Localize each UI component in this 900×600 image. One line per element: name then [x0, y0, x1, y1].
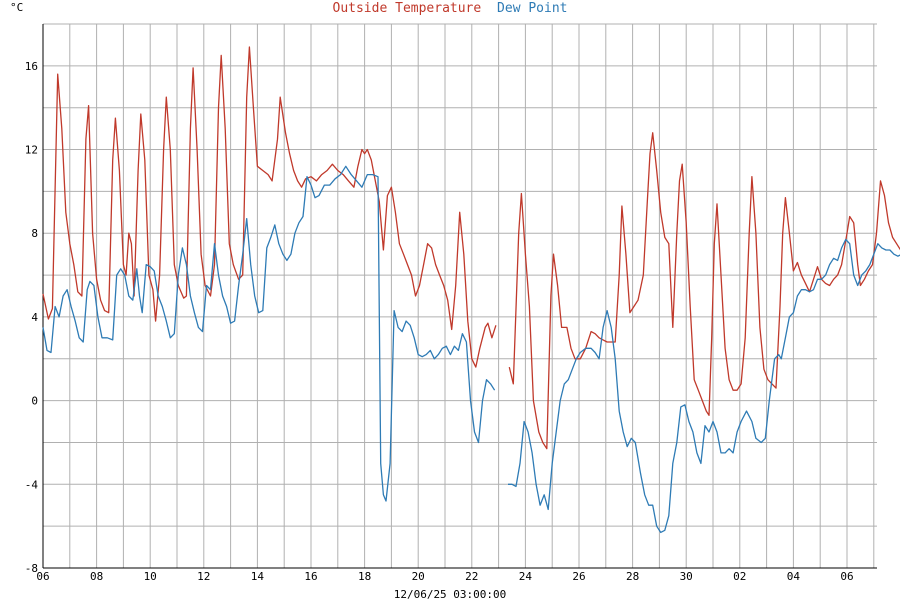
- x-tick-label: 12: [197, 570, 210, 583]
- x-tick-label: 16: [304, 570, 317, 583]
- x-tick-label: 04: [787, 570, 801, 583]
- series-line-segment: [508, 132, 900, 450]
- chart-legend-title: Outside Temperature Dew Point: [333, 1, 568, 16]
- x-tick-label: 10: [144, 570, 157, 583]
- x-tick-label: 24: [519, 570, 533, 583]
- series-dew-point: [42, 165, 900, 534]
- y-tick-label: 0: [31, 395, 38, 408]
- legend-outside-temperature: Outside Temperature: [333, 1, 482, 16]
- axes: [42, 24, 877, 569]
- x-tick-labels: 06 08 10 12 14 16 18 20 22 24 26 28 30 02 04 06: [36, 570, 853, 583]
- series-line-segment: [42, 165, 496, 502]
- x-axis-timestamp-label: 12/06/25 03:00:00: [394, 588, 507, 600]
- y-tick-label: -4: [25, 478, 39, 491]
- y-tick-label: 16: [25, 60, 38, 73]
- x-tick-label: 02: [733, 570, 746, 583]
- x-tick-label: 18: [358, 570, 371, 583]
- x-tick-label: 06: [36, 570, 49, 583]
- x-tick-label: 26: [572, 570, 585, 583]
- legend-dew-point: Dew Point: [497, 1, 567, 16]
- y-tick-label: 8: [31, 227, 38, 240]
- x-tick-label: 28: [626, 570, 639, 583]
- y-tick-label: 4: [31, 311, 38, 324]
- series-line-segment: [42, 46, 497, 368]
- y-tick-labels: -8 -4 0 4 8 12 16: [25, 60, 39, 575]
- grid: [42, 23, 877, 569]
- x-tick-label: 22: [465, 570, 478, 583]
- y-axis-unit-label: °C: [10, 1, 23, 14]
- series-layer: [42, 46, 900, 534]
- x-tick-label: 30: [680, 570, 693, 583]
- x-tick-label: 06: [840, 570, 853, 583]
- x-tick-label: 08: [90, 570, 103, 583]
- x-tick-label: 14: [251, 570, 265, 583]
- y-tick-label: -8: [25, 562, 38, 575]
- x-tick-label: 20: [412, 570, 425, 583]
- y-tick-label: 12: [25, 144, 38, 157]
- series-line-segment: [508, 238, 900, 534]
- series-outside-temperature: [42, 46, 900, 450]
